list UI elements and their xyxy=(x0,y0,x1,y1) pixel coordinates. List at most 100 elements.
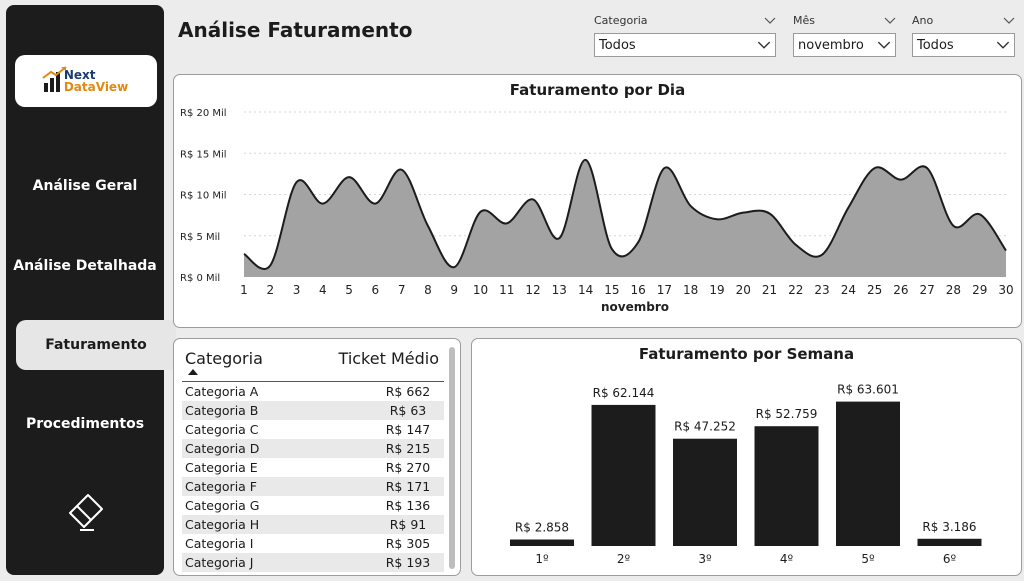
sort-asc-icon[interactable] xyxy=(188,369,198,375)
data-point[interactable] xyxy=(948,221,958,231)
data-point[interactable] xyxy=(265,260,275,270)
x-tick-label: 30 xyxy=(998,283,1013,297)
data-point[interactable] xyxy=(528,194,538,204)
data-point[interactable] xyxy=(922,163,932,173)
header-categoria[interactable]: Categoria xyxy=(185,349,263,368)
header-ticket-medio[interactable]: Ticket Médio xyxy=(338,349,439,368)
data-point[interactable] xyxy=(318,199,328,209)
data-point[interactable] xyxy=(502,218,512,228)
table-row[interactable]: Categoria H R$ 91 xyxy=(182,515,444,534)
x-tick-label: 12 xyxy=(525,283,540,297)
x-tick-label: 1 xyxy=(240,283,248,297)
table-row[interactable]: Categoria J R$ 193 xyxy=(182,553,444,572)
x-tick-label: 29 xyxy=(972,283,987,297)
data-point[interactable] xyxy=(843,203,853,213)
nav-analise-geral[interactable]: Análise Geral xyxy=(6,161,164,211)
filter-mes[interactable]: Mês novembro xyxy=(793,14,896,57)
data-point[interactable] xyxy=(896,175,906,185)
data-point[interactable] xyxy=(975,209,985,219)
filter-categoria[interactable]: Categoria Todos xyxy=(594,14,776,57)
data-point[interactable] xyxy=(712,214,722,224)
x-tick-label: 14 xyxy=(578,283,593,297)
table-row[interactable]: Categoria C R$ 147 xyxy=(182,420,444,439)
cell-categoria: Categoria G xyxy=(185,498,260,513)
x-tick-label: 22 xyxy=(788,283,803,297)
data-point[interactable] xyxy=(633,237,643,247)
x-tick-label: 17 xyxy=(657,283,672,297)
data-point[interactable] xyxy=(423,221,433,231)
weekly-revenue-chart[interactable]: R$ 2.858 1º R$ 62.144 2º R$ 47.252 3º R$ 52.75… xyxy=(472,339,1021,575)
data-point[interactable] xyxy=(791,240,801,250)
sidebar: Next DataView Análise Geral Análise Deta… xyxy=(6,5,176,575)
data-label: R$ 47.252 xyxy=(674,420,736,434)
data-point[interactable] xyxy=(607,244,617,254)
data-point[interactable] xyxy=(765,208,775,218)
nav-label: Procedimentos xyxy=(25,416,145,432)
nav-procedimentos[interactable]: Procedimentos xyxy=(6,399,164,449)
filter-ano[interactable]: Ano Todos xyxy=(912,14,1015,57)
bar[interactable] xyxy=(673,438,737,546)
data-point[interactable] xyxy=(659,163,669,173)
data-point[interactable] xyxy=(554,233,564,243)
brand-line-2: DataView xyxy=(63,80,129,94)
data-point[interactable] xyxy=(1001,246,1011,256)
bar[interactable] xyxy=(836,401,900,546)
x-tick-label: 25 xyxy=(867,283,882,297)
data-point[interactable] xyxy=(292,177,302,187)
cell-categoria: Categoria A xyxy=(185,384,259,399)
bar[interactable] xyxy=(591,404,656,546)
x-tick-label: 3 xyxy=(293,283,301,297)
chevron-down-icon xyxy=(764,17,776,24)
chevron-down-icon xyxy=(996,41,1010,49)
cell-ticket-medio: R$ 662 xyxy=(385,384,431,399)
mes-select[interactable]: novembro xyxy=(793,33,896,57)
table-row[interactable]: Categoria E R$ 270 xyxy=(182,458,444,477)
x-tick-label: 24 xyxy=(841,283,856,297)
ano-select[interactable]: Todos xyxy=(912,33,1015,57)
table-scrollbar[interactable] xyxy=(449,347,455,569)
cell-ticket-medio: R$ 91 xyxy=(389,517,427,532)
data-point[interactable] xyxy=(581,155,591,165)
data-point[interactable] xyxy=(397,165,407,175)
nav-faturamento[interactable]: Faturamento xyxy=(16,320,176,370)
bar[interactable] xyxy=(917,538,982,546)
data-point[interactable] xyxy=(686,201,696,211)
data-point[interactable] xyxy=(344,172,354,182)
table-row[interactable]: Categoria D R$ 215 xyxy=(182,439,444,458)
cell-categoria: Categoria C xyxy=(185,422,259,437)
cell-categoria: Categoria J xyxy=(185,555,254,570)
cell-categoria: Categoria B xyxy=(185,403,259,418)
table-row[interactable]: Categoria G R$ 136 xyxy=(182,496,444,515)
nav-analise-detalhada[interactable]: Análise Detalhada xyxy=(6,241,164,291)
series-line xyxy=(243,158,1007,270)
table-row[interactable]: Categoria A R$ 662 xyxy=(182,382,444,401)
ticket-table-panel: Categoria Ticket Médio Categoria A R$ 662… xyxy=(173,338,461,576)
data-point[interactable] xyxy=(738,208,748,218)
data-point[interactable] xyxy=(449,262,459,272)
cell-categoria: Categoria I xyxy=(185,536,254,551)
data-label: R$ 3.186 xyxy=(922,520,976,534)
categoria-select[interactable]: Todos xyxy=(594,33,776,57)
data-point[interactable] xyxy=(239,249,249,259)
table-row[interactable]: Categoria F R$ 171 xyxy=(182,477,444,496)
x-tick-label: 23 xyxy=(814,283,829,297)
x-tick-label: 15 xyxy=(604,283,619,297)
filter-label: Mês xyxy=(793,14,815,27)
table-row[interactable]: Categoria B R$ 63 xyxy=(182,401,444,420)
eraser-icon[interactable] xyxy=(64,489,108,533)
table-row[interactable]: Categoria I R$ 305 xyxy=(182,534,444,553)
data-point[interactable] xyxy=(370,199,380,209)
y-tick-label: R$ 20 Mil xyxy=(180,108,227,119)
y-tick-label: R$ 5 Mil xyxy=(180,232,220,243)
bar[interactable] xyxy=(510,539,574,546)
chevron-down-icon xyxy=(757,41,771,49)
nav-label: Análise Geral xyxy=(32,178,138,194)
data-point[interactable] xyxy=(475,207,485,217)
daily-revenue-chart[interactable]: R$ 0 Mil R$ 5 Mil R$ 10 Mil R$ 15 Mil R$ 20 … xyxy=(174,75,1021,327)
daily-revenue-panel: Faturamento por Dia R$ 0 Mil R$ 5 Mil R$ 1… xyxy=(173,74,1022,328)
bar[interactable] xyxy=(754,426,819,546)
area-fill xyxy=(244,159,1006,277)
data-point[interactable] xyxy=(870,163,880,173)
data-point[interactable] xyxy=(817,250,827,260)
x-tick-label: 8 xyxy=(424,283,432,297)
